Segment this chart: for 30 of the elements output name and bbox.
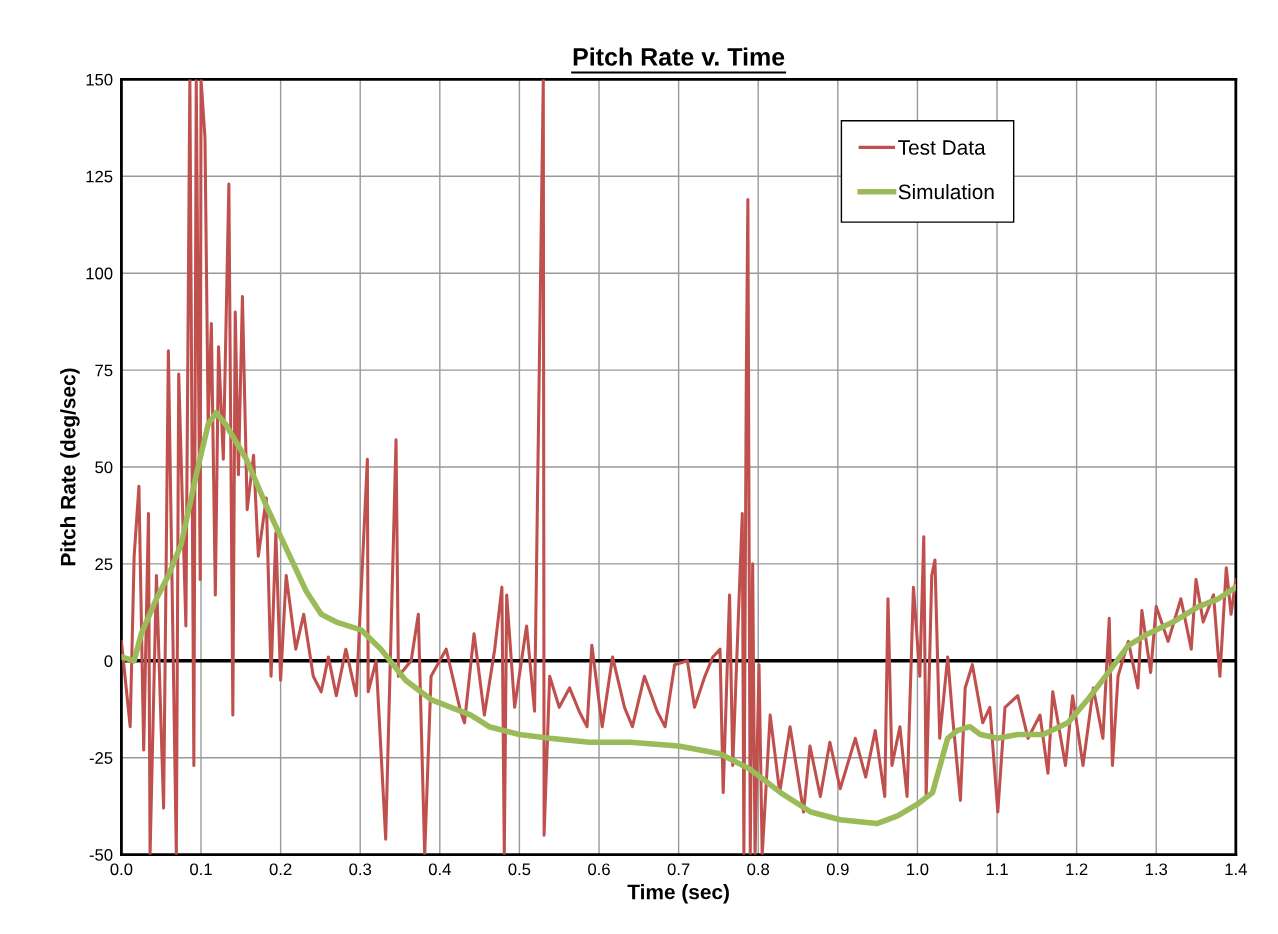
x-tick-label: 0.5 xyxy=(508,863,531,876)
y-tick-label: 125 xyxy=(86,170,113,183)
y-tick-label: 150 xyxy=(86,73,113,86)
y-tick-label: 75 xyxy=(95,364,113,377)
legend-label: Test Data xyxy=(898,140,986,155)
x-tick-label: 0.7 xyxy=(667,863,690,876)
x-tick-label: 0.9 xyxy=(826,863,849,876)
y-tick-label: -50 xyxy=(89,849,113,861)
y-tick-label: 50 xyxy=(95,461,113,474)
y-axis-title: Pitch Rate (deg/sec) xyxy=(60,368,80,566)
x-tick-label: 1.4 xyxy=(1225,863,1247,876)
y-tick-label: 25 xyxy=(95,558,113,571)
x-tick-label: 1.0 xyxy=(907,863,929,876)
x-tick-label: 1.3 xyxy=(1145,863,1168,876)
chart-title: Pitch Rate v. Time xyxy=(573,47,785,66)
y-tick-label: -25 xyxy=(89,752,113,764)
x-tick-label: 0.1 xyxy=(190,863,212,876)
legend-label: Simulation xyxy=(898,183,994,200)
x-tick-label: 0.4 xyxy=(428,863,451,876)
x-tick-label: 0.3 xyxy=(349,863,372,876)
y-tick-label: 100 xyxy=(86,267,113,280)
x-axis-title: Time (sec) xyxy=(627,884,729,904)
y-tick-label: 0 xyxy=(104,655,113,668)
x-tick-label: 0.6 xyxy=(588,863,610,876)
line-series xyxy=(121,79,1236,855)
x-tick-label: 0.2 xyxy=(269,863,292,876)
x-tick-label: 1.2 xyxy=(1066,863,1088,876)
x-tick-label: 0.8 xyxy=(747,863,770,876)
x-tick-label: 0.0 xyxy=(110,863,133,876)
x-tick-label: 1.1 xyxy=(986,863,1008,876)
